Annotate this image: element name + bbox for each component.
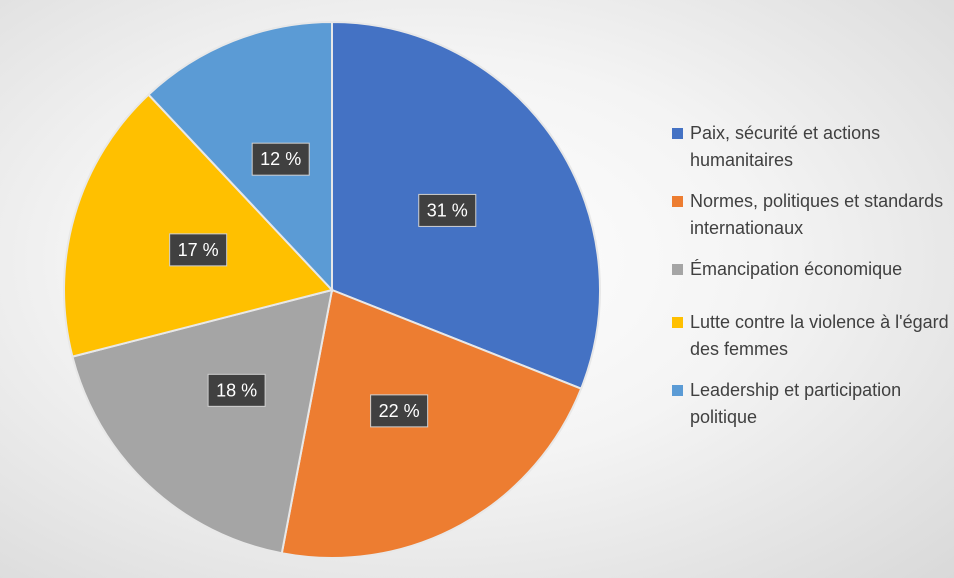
pie-slice [71, 288, 334, 555]
data-label: 17 % [178, 240, 219, 260]
data-label: 22 % [379, 401, 420, 421]
legend-swatch [672, 385, 683, 396]
legend-swatch [672, 128, 683, 139]
legend-label: Leadership et participation politique [690, 380, 902, 427]
legend-swatch [672, 196, 683, 207]
legend-swatch [672, 264, 683, 275]
label-box [207, 373, 266, 407]
pie-slice [280, 288, 583, 559]
legend-item: Lutte contre la violence à l'égard des f… [668, 309, 952, 363]
legend-label: Paix, sécurité et actions humanitaires [690, 123, 881, 170]
pie-slice [63, 93, 334, 358]
legend-item: Émancipation économique [668, 256, 952, 283]
legend-label: Lutte contre la violence à l'égard des f… [690, 312, 949, 359]
data-label: 31 % [427, 200, 468, 220]
legend-swatch [672, 317, 683, 328]
legend-item: Paix, sécurité et actions humanitaires [668, 120, 952, 174]
legend-item: Leadership et participation politique [668, 377, 952, 431]
pie-slice [147, 20, 333, 293]
data-label: 18 % [216, 380, 257, 400]
legend-label: Normes, politiques et standards internat… [690, 191, 944, 238]
legend-item: Normes, politiques et standards internat… [668, 188, 952, 242]
legend-label: Émancipation économique [690, 259, 903, 279]
label-box [370, 394, 429, 428]
label-box [169, 233, 228, 267]
label-box [418, 193, 477, 227]
legend: Paix, sécurité et actions humanitaires No… [668, 120, 952, 431]
label-box [251, 142, 310, 176]
data-label: 12 % [260, 149, 301, 169]
